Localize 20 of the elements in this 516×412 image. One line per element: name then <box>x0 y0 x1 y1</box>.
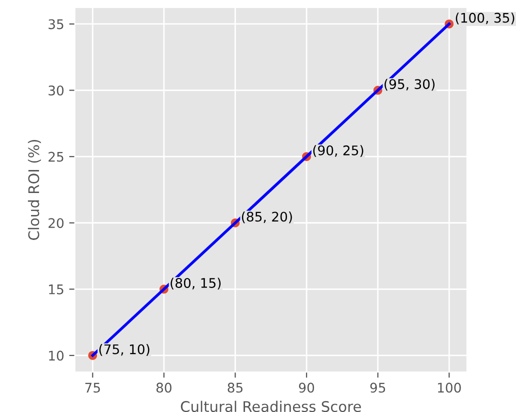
annotation: (80, 15) <box>170 278 221 290</box>
annotation: (90, 25) <box>313 145 364 157</box>
y-tick-label: 30 <box>48 86 64 96</box>
y-axis-title: Cloud ROI (%) <box>28 140 41 240</box>
y-tick-label: 10 <box>49 350 64 361</box>
y-tick-label: 35 <box>48 19 64 30</box>
annotation: (100, 35) <box>456 12 514 24</box>
x-tick-label: 95 <box>370 382 386 393</box>
annotation: (75, 10) <box>99 344 150 356</box>
x-tick-label: 90 <box>298 382 314 393</box>
y-tick-label: 20 <box>48 218 64 228</box>
y-tick-label: 15 <box>49 284 64 294</box>
x-tick-label: 85 <box>228 382 242 393</box>
annotation: (95, 30) <box>384 78 435 91</box>
x-tick-label: 80 <box>156 382 172 393</box>
x-tick-label: 75 <box>85 382 100 393</box>
y-tick-label: 25 <box>48 152 64 162</box>
x-axis-title: Cultural Readiness Score <box>180 400 361 412</box>
x-tick-label: 100 <box>438 382 461 393</box>
annotation: (85, 20) <box>242 211 292 224</box>
